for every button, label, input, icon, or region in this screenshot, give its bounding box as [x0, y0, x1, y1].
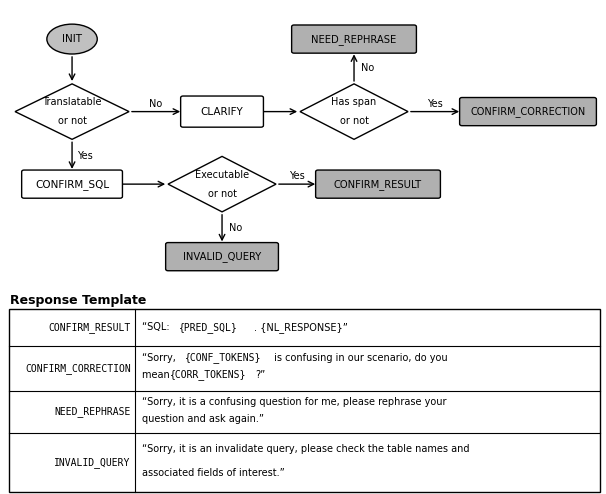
Text: {PRED_SQL}: {PRED_SQL}	[179, 322, 238, 332]
FancyBboxPatch shape	[165, 243, 278, 271]
FancyBboxPatch shape	[316, 170, 441, 198]
Text: Yes: Yes	[289, 171, 305, 181]
Text: Yes: Yes	[427, 99, 443, 109]
Text: Yes: Yes	[78, 151, 93, 161]
Text: is confusing in our scenario, do you: is confusing in our scenario, do you	[271, 353, 448, 363]
Text: {CONF_TOKENS}: {CONF_TOKENS}	[185, 352, 262, 363]
Text: “Sorry, it is an invalidate query, please check the table names and: “Sorry, it is an invalidate query, pleas…	[142, 444, 469, 454]
Text: “Sorry, it is a confusing question for me, please rephrase your: “Sorry, it is a confusing question for m…	[142, 397, 446, 407]
FancyBboxPatch shape	[291, 25, 416, 53]
Text: NEED_REPHRASE: NEED_REPHRASE	[55, 407, 131, 417]
Text: Executable: Executable	[195, 170, 249, 180]
Polygon shape	[15, 84, 129, 139]
Text: Response Template: Response Template	[10, 293, 147, 307]
Text: CONFIRM_RESULT: CONFIRM_RESULT	[48, 322, 131, 332]
Bar	[9, 309, 600, 492]
Text: Has span: Has span	[331, 97, 377, 107]
Text: or not: or not	[207, 189, 236, 199]
FancyBboxPatch shape	[22, 170, 122, 198]
Text: INIT: INIT	[62, 34, 82, 44]
Text: “Sorry,: “Sorry,	[142, 353, 179, 363]
FancyBboxPatch shape	[181, 96, 264, 127]
Text: No: No	[361, 63, 374, 73]
Polygon shape	[168, 157, 276, 212]
Text: INVALID_QUERY: INVALID_QUERY	[183, 251, 261, 262]
Text: “SQL:: “SQL:	[142, 322, 173, 332]
Text: {CORR_TOKENS}: {CORR_TOKENS}	[170, 370, 247, 380]
Text: ?”: ?”	[256, 370, 266, 380]
Text: Translatable: Translatable	[42, 97, 102, 107]
Text: CONFIRM_CORRECTION: CONFIRM_CORRECTION	[470, 106, 585, 117]
Polygon shape	[300, 84, 408, 139]
Text: or not: or not	[339, 116, 368, 126]
Text: No: No	[150, 99, 162, 109]
Text: associated fields of interest.”: associated fields of interest.”	[142, 468, 284, 478]
Ellipse shape	[47, 24, 97, 54]
Text: or not: or not	[58, 116, 87, 126]
Text: CONFIRM_RESULT: CONFIRM_RESULT	[334, 179, 422, 190]
Text: INVALID_QUERY: INVALID_QUERY	[55, 457, 131, 468]
Text: . {NL_RESPONSE}”: . {NL_RESPONSE}”	[253, 322, 347, 332]
Text: No: No	[228, 223, 242, 233]
Text: question and ask again.”: question and ask again.”	[142, 414, 264, 424]
Text: CLARIFY: CLARIFY	[201, 107, 244, 117]
Text: mean: mean	[142, 370, 173, 380]
Text: CONFIRM_CORRECTION: CONFIRM_CORRECTION	[25, 363, 131, 373]
Text: CONFIRM_SQL: CONFIRM_SQL	[35, 179, 109, 190]
Text: NEED_REPHRASE: NEED_REPHRASE	[311, 34, 397, 44]
FancyBboxPatch shape	[459, 97, 596, 125]
